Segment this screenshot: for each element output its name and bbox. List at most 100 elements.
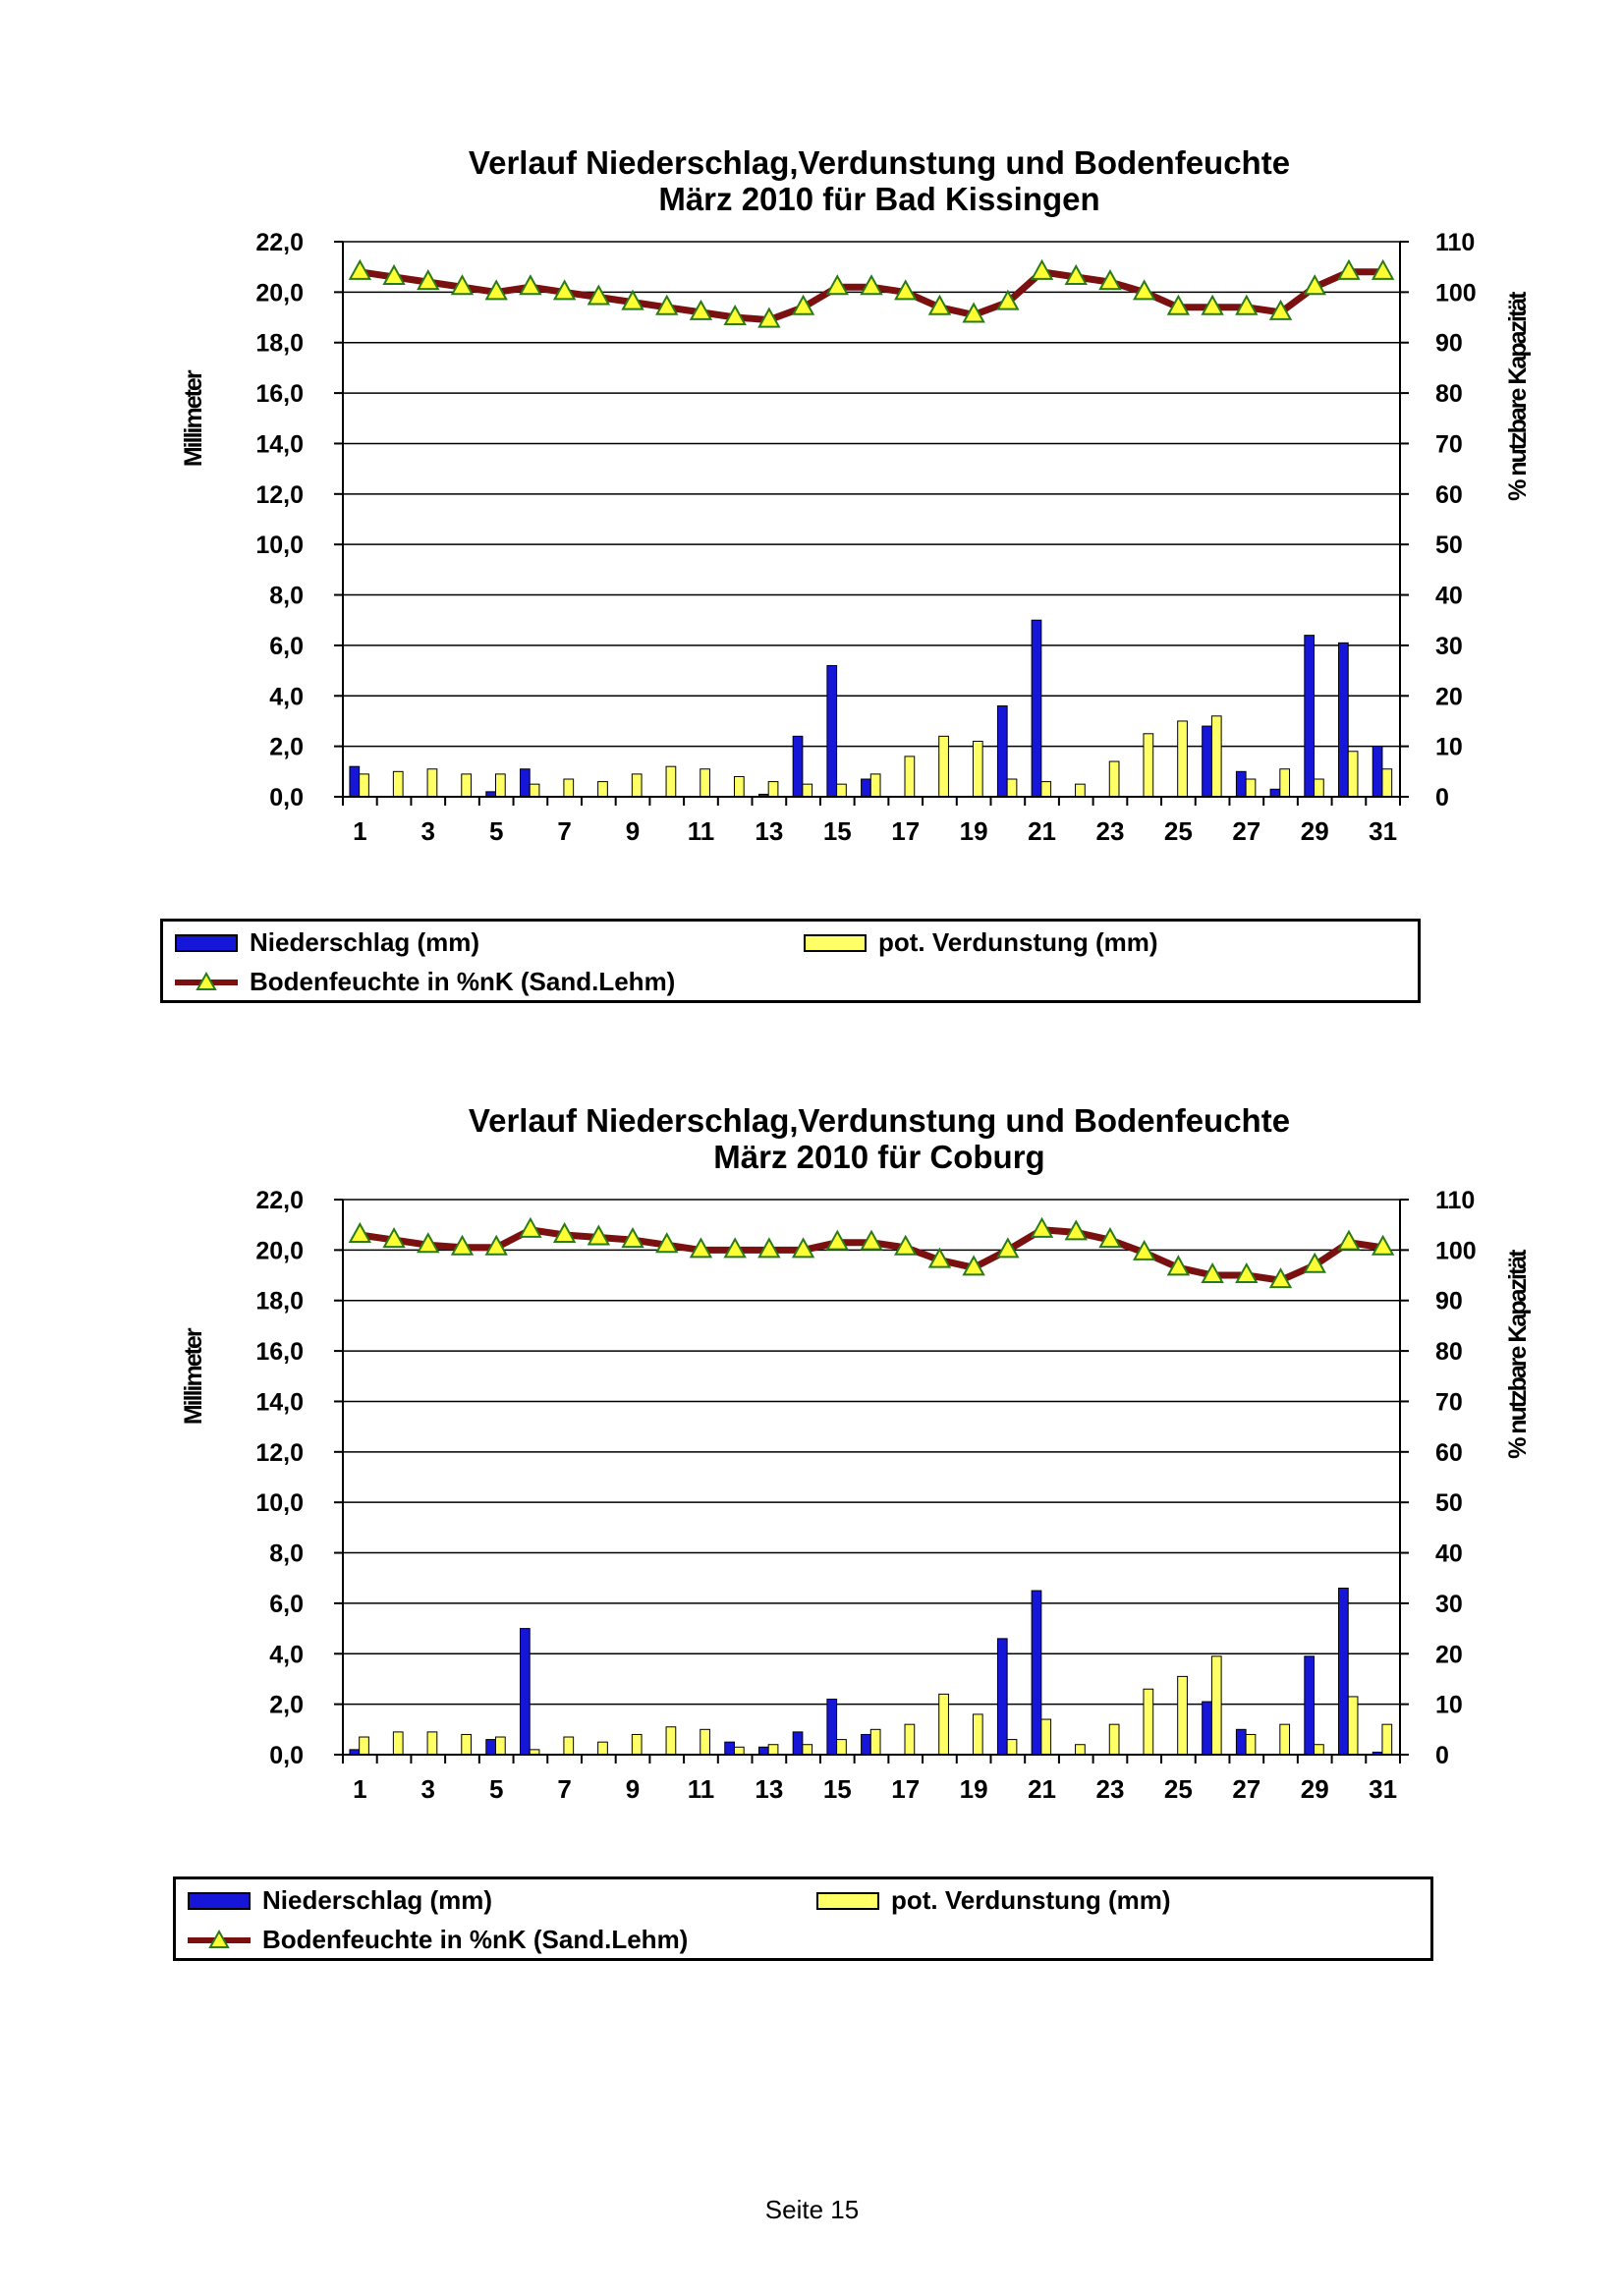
bar-verdunstung-day-7: [563, 1736, 575, 1756]
chart-subtitle: März 2010 für Coburg: [713, 1139, 1044, 1175]
bar-niederschlag-day-30: [1338, 642, 1349, 798]
legend-label-bodenfeuchte: Bodenfeuchte in %nK (Sand.Lehm): [250, 967, 676, 996]
y-tick-label: 18,0: [255, 330, 304, 358]
bar-verdunstung-day-12: [733, 775, 745, 798]
bar-verdunstung-day-25: [1177, 720, 1188, 798]
plot-area: [343, 1200, 1400, 1755]
marker-bodenfeuchte-day-26: [1201, 294, 1224, 315]
x-tick-label: 23: [1096, 816, 1125, 846]
x-tick-label: 11: [688, 1774, 715, 1804]
chart-subtitle: März 2010 für Bad Kissingen: [658, 181, 1099, 217]
marker-bodenfeuchte-day-20: [996, 289, 1020, 310]
marker-bodenfeuchte-day-22: [1064, 1219, 1088, 1241]
bar-verdunstung-day-2: [392, 1731, 404, 1756]
marker-bodenfeuchte-day-5: [484, 279, 508, 301]
marker-bodenfeuchte-day-10: [655, 1232, 679, 1254]
marker-bodenfeuchte-day-1: [348, 258, 372, 280]
y2-tick-label: 20: [1435, 683, 1463, 710]
marker-bodenfeuchte-day-25: [1166, 1255, 1191, 1276]
bar-verdunstung-day-8: [597, 1741, 608, 1756]
bar-verdunstung-day-31: [1381, 1723, 1393, 1756]
y2-tick-label: 40: [1435, 583, 1463, 610]
legend-item-niederschlag: Niederschlag (mm): [188, 1885, 492, 1916]
x-tick-label: 25: [1164, 816, 1193, 846]
marker-bodenfeuchte-day-29: [1303, 274, 1326, 296]
marker-bodenfeuchte-day-18: [927, 1247, 952, 1268]
x-tick-label: 19: [960, 816, 988, 846]
bar-niederschlag-day-14: [792, 1731, 804, 1756]
marker-bodenfeuchte-day-28: [1268, 299, 1293, 320]
legend: Niederschlag (mm) pot. Verdunstung (mm) …: [173, 1876, 1433, 1961]
bar-verdunstung-day-17: [904, 756, 916, 798]
marker-bodenfeuchte-day-8: [587, 1224, 611, 1246]
legend-swatch-bodenfeuchte: [175, 971, 238, 990]
bar-verdunstung-day-16: [869, 773, 881, 798]
marker-bodenfeuchte-day-21: [1030, 258, 1054, 280]
bar-niederschlag-day-14: [792, 735, 804, 798]
marker-bodenfeuchte-day-16: [860, 274, 883, 296]
y-tick-label: 22,0: [255, 229, 304, 256]
marker-bodenfeuchte-day-4: [450, 1234, 475, 1256]
marker-bodenfeuchte-day-15: [825, 274, 849, 296]
y-axis-title: Millimeter: [180, 1327, 207, 1425]
bar-verdunstung-day-13: [767, 781, 779, 798]
y2-tick-label: 30: [1435, 1591, 1463, 1618]
chart-svg-bad-kissingen: Verlauf Niederschlag,Verdunstung und Bod…: [180, 144, 1532, 846]
bar-verdunstung-day-26: [1210, 715, 1222, 798]
bar-verdunstung-day-28: [1279, 1723, 1291, 1756]
bar-verdunstung-day-15: [836, 783, 847, 798]
bar-verdunstung-day-1: [359, 773, 369, 798]
x-tick-label: 27: [1232, 1774, 1260, 1804]
y-tick-label: 10,0: [255, 532, 304, 559]
legend-label-bodenfeuchte: Bodenfeuchte in %nK (Sand.Lehm): [262, 1925, 689, 1954]
bar-verdunstung-day-31: [1381, 768, 1393, 798]
chart-bad-kissingen: Verlauf Niederschlag,Verdunstung und Bod…: [0, 0, 1624, 1022]
y-tick-label: 6,0: [269, 1591, 304, 1618]
legend-label-niederschlag: Niederschlag (mm): [250, 927, 480, 957]
bar-verdunstung-day-23: [1108, 760, 1120, 798]
marker-bodenfeuchte-day-13: [757, 1237, 781, 1259]
y2-tick-label: 80: [1435, 380, 1463, 408]
bar-niederschlag-day-28: [1269, 788, 1281, 798]
marker-bodenfeuchte-day-9: [621, 1227, 644, 1249]
y-tick-label: 16,0: [255, 380, 304, 408]
x-tick-label: 19: [960, 1774, 988, 1804]
bar-verdunstung-day-9: [631, 1733, 643, 1756]
marker-bodenfeuchte-day-18: [927, 294, 952, 315]
bar-niederschlag-day-16: [861, 1733, 871, 1756]
marker-bodenfeuchte-day-19: [962, 1255, 985, 1276]
bar-verdunstung-day-29: [1314, 1744, 1324, 1756]
marker-bodenfeuchte-day-8: [587, 284, 611, 306]
bar-verdunstung-day-30: [1347, 1696, 1359, 1756]
x-tick-label: 23: [1096, 1774, 1125, 1804]
bar-niederschlag-day-29: [1304, 1655, 1316, 1756]
bar-verdunstung-day-4: [461, 1733, 473, 1756]
y-tick-label: 18,0: [255, 1288, 304, 1316]
y-tick-label: 8,0: [269, 583, 304, 610]
bar-verdunstung-day-21: [1040, 1718, 1052, 1756]
marker-bodenfeuchte-day-25: [1166, 294, 1191, 315]
x-tick-label: 17: [891, 1774, 920, 1804]
bar-niederschlag-day-5: [485, 1739, 496, 1756]
bar-verdunstung-day-19: [972, 741, 983, 798]
bar-verdunstung-day-25: [1177, 1675, 1188, 1756]
marker-bodenfeuchte-day-5: [484, 1234, 508, 1256]
y2-tick-label: 0: [1435, 1742, 1449, 1769]
bar-verdunstung-day-20: [1006, 1739, 1018, 1756]
bar-niederschlag-day-15: [826, 664, 838, 798]
marker-bodenfeuchte-day-31: [1371, 258, 1395, 280]
x-tick-label: 3: [421, 1774, 435, 1804]
bar-niederschlag-day-21: [1031, 1590, 1042, 1756]
legend-label-verdunstung: pot. Verdunstung (mm): [878, 927, 1158, 957]
marker-bodenfeuchte-day-6: [519, 1216, 542, 1238]
bar-niederschlag-day-27: [1235, 1728, 1247, 1756]
marker-bodenfeuchte-day-20: [996, 1237, 1020, 1259]
bar-verdunstung-day-26: [1210, 1655, 1222, 1756]
plot-area: [343, 242, 1400, 797]
bar-verdunstung-day-23: [1108, 1723, 1120, 1756]
bar-verdunstung-day-16: [869, 1728, 881, 1756]
bar-niederschlag-day-6: [519, 768, 531, 798]
legend-item-verdunstung: pot. Verdunstung (mm): [816, 1885, 1171, 1916]
bar-niederschlag-day-26: [1202, 725, 1212, 798]
marker-bodenfeuchte-day-24: [1132, 279, 1156, 301]
